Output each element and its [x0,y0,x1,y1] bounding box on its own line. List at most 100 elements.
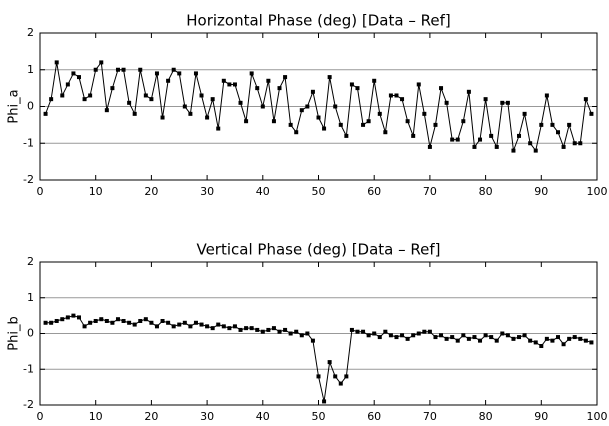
point [227,326,232,331]
x-tick-label: 80 [479,185,493,198]
point [578,336,583,341]
point [427,329,432,334]
point [411,333,416,338]
point [544,336,549,341]
y-axis-label: Phi_b [7,316,22,350]
point [71,71,76,76]
point [483,97,488,102]
point [88,320,93,325]
point [494,338,499,343]
point [49,320,54,325]
point [505,100,510,105]
x-tick-label: 20 [144,185,158,198]
point [377,335,382,340]
point [210,326,215,331]
point [322,126,327,131]
x-tick-label: 100 [587,410,608,423]
point [104,318,109,323]
x-tick-label: 40 [256,410,270,423]
x-tick-label: 90 [534,410,548,423]
point [154,71,159,76]
point [121,67,126,72]
point [539,122,544,127]
point [149,97,154,102]
chart-title: Horizontal Phase (deg) [Data – Ref] [186,12,450,30]
point [472,144,477,149]
point [160,115,165,120]
plot-frame [39,261,598,406]
point [344,133,349,138]
point [522,333,527,338]
chart-title: Vertical Phase (deg) [Data – Ref] [196,241,440,259]
point [572,335,577,340]
y-axis-label: Phi_a [7,89,22,123]
point [43,111,48,116]
point [166,78,171,83]
point [405,119,410,124]
point [310,89,315,94]
x-tick-label: 10 [89,185,103,198]
point [238,327,243,332]
point [216,322,221,327]
point [88,93,93,98]
point [127,100,132,105]
point [500,331,505,336]
point [322,399,327,404]
point [327,360,332,365]
point [344,374,349,379]
point [461,333,466,338]
point [54,60,59,65]
point [205,115,210,120]
y-tick-label: -2 [23,398,34,411]
point [216,126,221,131]
point [205,324,210,329]
point [349,327,354,332]
point [143,93,148,98]
point [260,329,265,334]
point [76,75,81,80]
point [355,329,360,334]
point [260,104,265,109]
point [333,374,338,379]
point [405,336,410,341]
x-tick-label: 40 [256,185,270,198]
point [489,335,494,340]
point [238,100,243,105]
point [277,329,282,334]
point [115,67,120,72]
point [154,324,159,329]
point [266,327,271,332]
point [361,329,366,334]
point [561,144,566,149]
point [433,122,438,127]
point [310,338,315,343]
point [244,119,249,124]
point [494,144,499,149]
point [171,324,176,329]
point [333,104,338,109]
point [539,344,544,349]
point [338,122,343,127]
point [93,67,98,72]
x-tick-label: 50 [312,185,326,198]
point [177,322,182,327]
point [372,331,377,336]
point [388,333,393,338]
x-tick-label: 0 [37,185,44,198]
point [188,111,193,116]
point [483,333,488,338]
point [177,71,182,76]
x-tick-label: 60 [367,410,381,423]
point [199,322,204,327]
point [82,97,87,102]
y-tick-label: -1 [23,136,34,149]
point [355,86,360,91]
point [299,108,304,113]
point [472,335,477,340]
y-tick-label: 2 [27,255,34,268]
x-tick-label: 60 [367,185,381,198]
x-tick-label: 10 [89,410,103,423]
point [439,86,444,91]
point [182,320,187,325]
point [589,111,594,116]
